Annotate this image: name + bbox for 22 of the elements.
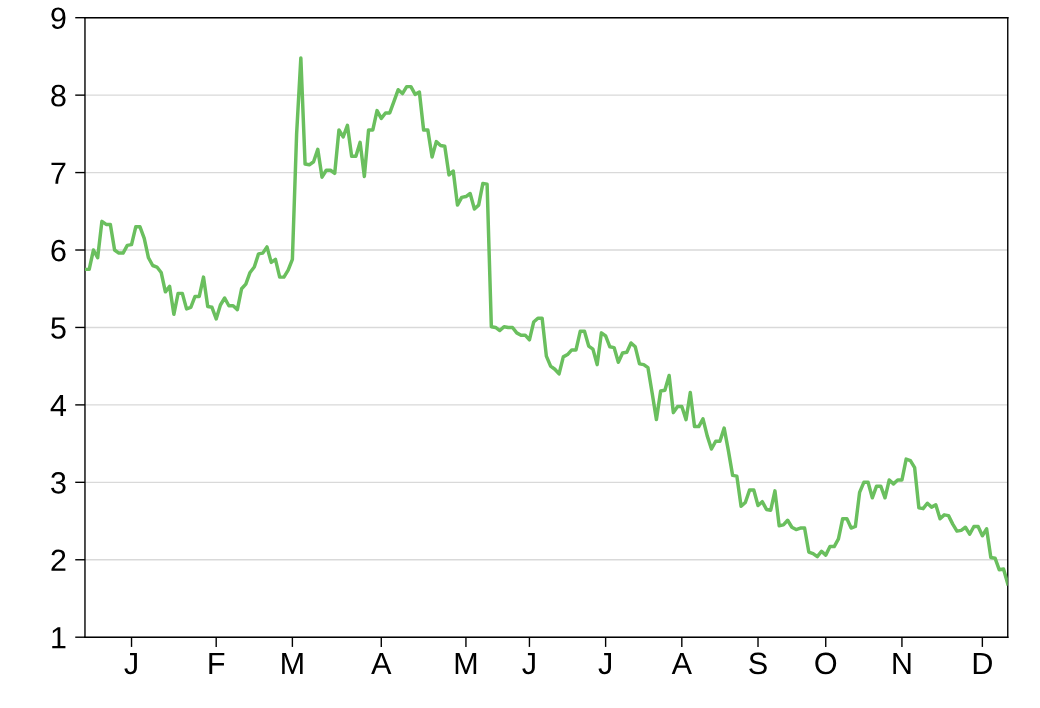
x-tick-label: O	[815, 652, 837, 675]
y-tick-label: 9	[51, 7, 66, 30]
y-tick-label: 2	[51, 549, 66, 571]
x-tick-label: D	[973, 652, 992, 674]
y-tick-label: 8	[51, 84, 66, 107]
line-series	[84, 56, 1008, 586]
y-tick-label: 5	[51, 317, 66, 339]
x-tick-label: N	[893, 652, 911, 674]
x-tick-label: S	[749, 652, 767, 675]
y-tick-label: 6	[51, 239, 66, 262]
x-tick-label: J	[124, 652, 137, 675]
x-tick-label: J	[522, 652, 535, 675]
x-tick-label: M	[282, 652, 303, 674]
x-tick-label: F	[209, 652, 225, 674]
y-tick-label: 4	[50, 394, 67, 416]
x-tick-label: J	[598, 652, 611, 675]
x-tick-label: A	[371, 652, 392, 674]
x-tick-label: M	[455, 652, 477, 674]
y-tick-label: 1	[52, 627, 66, 649]
y-tick-label: 7	[51, 162, 66, 184]
x-tick-label: A	[671, 652, 692, 674]
y-tick-label: 3	[51, 472, 66, 494]
